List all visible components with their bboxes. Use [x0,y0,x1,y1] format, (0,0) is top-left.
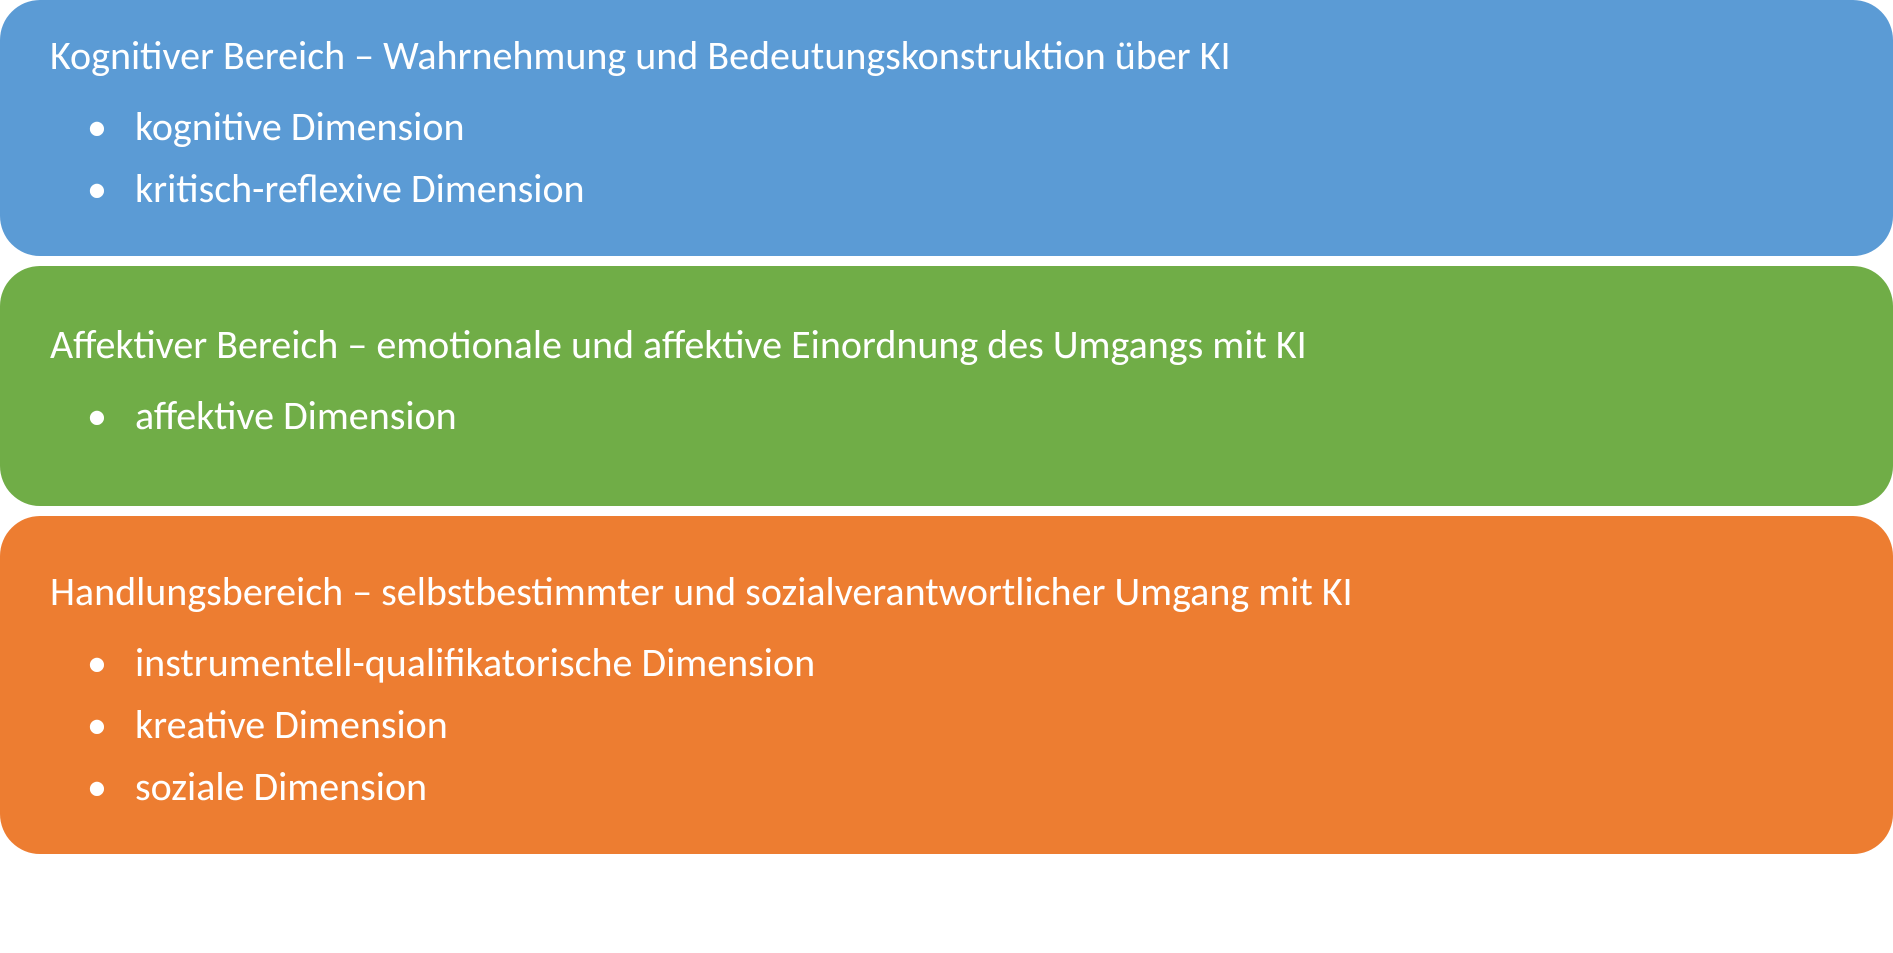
cognitive-panel-title: Kognitiver Bereich – Wahrnehmung und Bed… [50,30,1843,82]
affective-panel: Affektiver Bereich – emotionale und affe… [0,266,1893,506]
action-panel: Handlungsbereich – selbstbestimmter und … [0,516,1893,854]
affective-panel-title: Affektiver Bereich – emotionale und affe… [50,319,1843,371]
panels-container: Kognitiver Bereich – Wahrnehmung und Bed… [0,0,1893,854]
action-panel-list: instrumentell-qualifikatorische Dimensio… [50,632,1843,818]
list-item: kreative Dimension [135,694,1843,756]
affective-panel-list: affektive Dimension [50,385,1843,447]
action-panel-title: Handlungsbereich – selbstbestimmter und … [50,566,1843,618]
cognitive-panel: Kognitiver Bereich – Wahrnehmung und Bed… [0,0,1893,256]
list-item: kritisch-reflexive Dimension [135,158,1843,220]
list-item: instrumentell-qualifikatorische Dimensio… [135,632,1843,694]
list-item: affektive Dimension [135,385,1843,447]
list-item: kognitive Dimension [135,96,1843,158]
list-item: soziale Dimension [135,756,1843,818]
cognitive-panel-list: kognitive Dimension kritisch-reflexive D… [50,96,1843,220]
